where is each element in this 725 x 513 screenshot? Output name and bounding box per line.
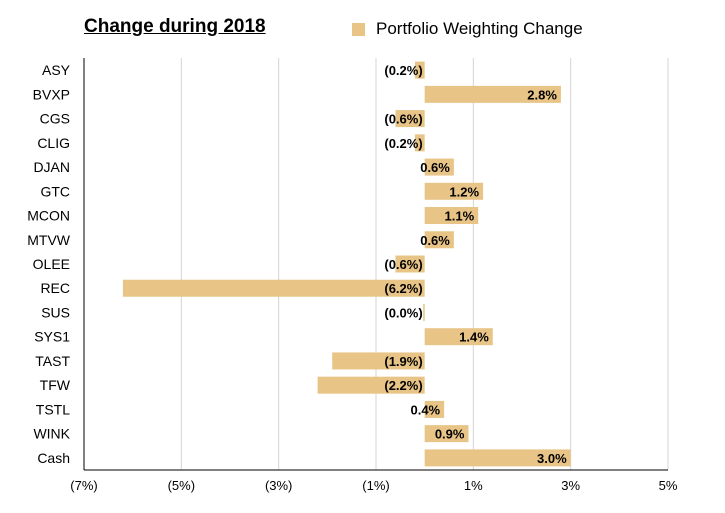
bar	[424, 400, 445, 418]
category-label: MTVW	[27, 232, 71, 248]
data-label: (0.6%)	[384, 257, 422, 272]
category-label: DJAN	[33, 159, 70, 175]
bar	[424, 182, 484, 200]
category-label: SYS1	[34, 329, 70, 345]
x-tick-label: (5%)	[168, 478, 195, 493]
category-label: OLEE	[33, 256, 70, 272]
category-label: SUS	[41, 304, 70, 320]
chart-title: Change during 2018	[84, 16, 266, 37]
bar	[424, 449, 571, 467]
x-tick-label: (3%)	[265, 478, 292, 493]
data-label: (0.0%)	[384, 305, 422, 320]
category-label: Cash	[37, 450, 70, 466]
bar	[424, 158, 454, 176]
category-label: BVXP	[33, 86, 70, 102]
bar	[424, 328, 493, 346]
x-tick-label: (7%)	[70, 478, 97, 493]
legend-swatch	[352, 22, 365, 36]
legend-label: Portfolio Weighting Change	[376, 19, 583, 38]
data-label: (2.2%)	[384, 378, 422, 393]
bar	[122, 279, 425, 297]
category-label: TAST	[35, 353, 70, 369]
category-label: ASY	[42, 62, 71, 78]
category-label: WINK	[33, 426, 70, 442]
category-label: CLIG	[37, 135, 70, 151]
data-label: 1.4%	[459, 330, 489, 345]
data-label: 0.6%	[420, 160, 450, 175]
x-tick-label: 5%	[659, 478, 678, 493]
data-label: 1.1%	[445, 209, 475, 224]
x-tick-label: 1%	[464, 478, 483, 493]
data-label: (0.2%)	[384, 136, 422, 151]
data-label: (0.2%)	[384, 63, 422, 78]
bar	[424, 85, 561, 103]
category-label: MCON	[27, 208, 70, 224]
data-label: 2.8%	[527, 87, 557, 102]
bar	[332, 352, 425, 370]
category-label: GTC	[40, 183, 70, 199]
bar	[424, 425, 469, 443]
bar	[423, 303, 425, 321]
bar	[414, 61, 425, 79]
x-tick-label: (1%)	[362, 478, 389, 493]
bar	[424, 207, 479, 225]
data-label: 3.0%	[537, 451, 567, 466]
legend: Portfolio Weighting Change	[352, 19, 583, 39]
data-label: 0.9%	[435, 427, 465, 442]
data-label: (6.2%)	[384, 281, 422, 296]
data-label: 0.6%	[420, 233, 450, 248]
bar	[395, 110, 425, 128]
bar	[424, 231, 454, 249]
bar	[317, 376, 425, 394]
bar	[395, 255, 425, 273]
x-tick-label: 3%	[561, 478, 580, 493]
category-label: TFW	[40, 377, 71, 393]
data-label: (0.6%)	[384, 112, 422, 127]
category-label: TSTL	[36, 401, 70, 417]
category-label: REC	[40, 280, 70, 296]
data-label: (1.9%)	[384, 354, 422, 369]
data-label: 0.4%	[410, 402, 440, 417]
category-label: CGS	[40, 111, 70, 127]
bar	[414, 134, 425, 152]
data-label: 1.2%	[449, 184, 479, 199]
